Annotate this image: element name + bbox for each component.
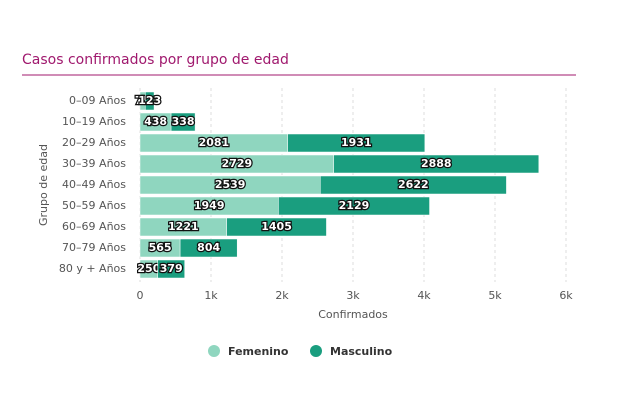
y-axis-label: Grupo de edad	[37, 144, 50, 226]
value-label: 1949	[194, 199, 225, 212]
legend-label: Masculino	[330, 345, 393, 358]
bar-segment	[333, 154, 540, 174]
x-tick-label: 6k	[559, 289, 573, 302]
y-tick-label: 0–09 Años	[69, 94, 126, 107]
y-tick-label: 30–39 Años	[62, 157, 126, 170]
y-tick-label: 20–29 Años	[62, 136, 126, 149]
bar-segment	[179, 238, 238, 258]
value-label: 565	[149, 241, 172, 254]
value-label: 804	[197, 241, 220, 254]
value-label: 2129	[339, 199, 370, 212]
value-label: 1221	[168, 220, 199, 233]
legend-label: Femenino	[228, 345, 289, 358]
y-tick-label: 60–69 Años	[62, 220, 126, 233]
value-label: 2888	[421, 157, 452, 170]
value-label: 2729	[222, 157, 253, 170]
bar-segment	[278, 196, 430, 216]
legend-marker	[208, 345, 220, 357]
y-tick-label: 70–79 Años	[62, 241, 126, 254]
bar-segment	[145, 91, 155, 111]
bar-segment	[157, 259, 185, 279]
legend-marker	[310, 345, 322, 357]
y-tick-label: 80 y + Años	[59, 262, 126, 275]
bar-segment	[287, 133, 426, 153]
value-label: 338	[172, 115, 195, 128]
value-label: 250	[137, 262, 160, 275]
value-label: 2081	[199, 136, 230, 149]
x-tick-label: 1k	[204, 289, 218, 302]
bar-segment	[226, 217, 327, 237]
x-axis-label: Confirmados	[318, 308, 388, 321]
x-tick-label: 2k	[275, 289, 289, 302]
y-tick-label: 40–49 Años	[62, 178, 126, 191]
value-label: 2539	[215, 178, 246, 191]
value-label: 123	[138, 94, 161, 107]
x-tick-label: 3k	[346, 289, 360, 302]
chart-title: Casos confirmados por grupo de edad	[22, 52, 289, 68]
bar-segment	[320, 175, 507, 195]
value-label: 1931	[341, 136, 372, 149]
y-tick-label: 10–19 Años	[62, 115, 126, 128]
x-tick-label: 4k	[417, 289, 431, 302]
value-label: 1405	[261, 220, 292, 233]
value-label: 379	[160, 262, 183, 275]
x-tick-label: 5k	[488, 289, 502, 302]
bar-segment	[170, 112, 196, 132]
value-label: 438	[144, 115, 167, 128]
value-label: 2622	[398, 178, 429, 191]
y-tick-label: 50–59 Años	[62, 199, 126, 212]
x-tick-label: 0	[137, 289, 144, 302]
